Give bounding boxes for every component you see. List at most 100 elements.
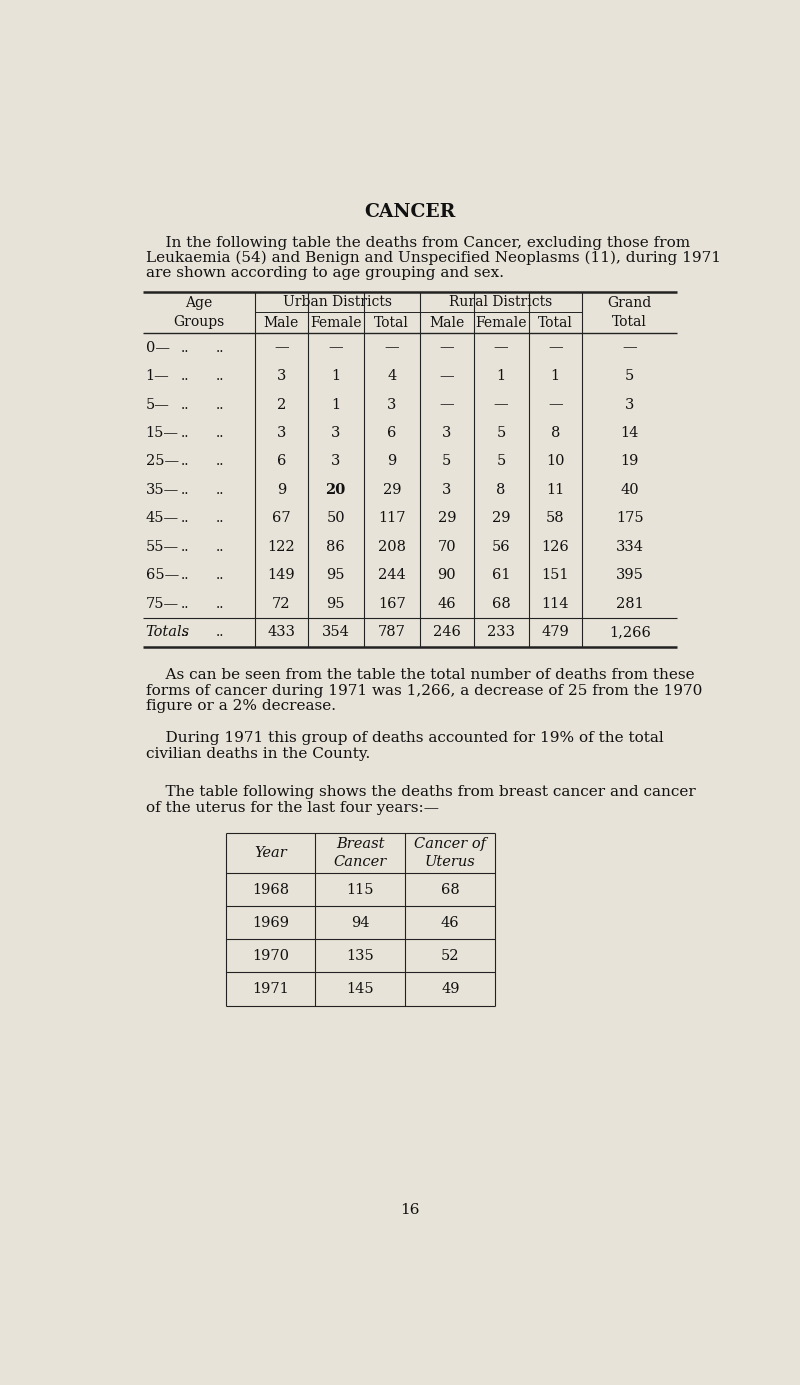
Text: ..: ..	[181, 568, 190, 583]
Text: civilian deaths in the County.: civilian deaths in the County.	[146, 747, 370, 760]
Text: ..: ..	[181, 368, 190, 384]
Text: 29: 29	[492, 511, 510, 525]
Text: 281: 281	[616, 597, 643, 611]
Text: Total: Total	[374, 316, 410, 330]
Text: 46: 46	[438, 597, 456, 611]
Text: ..: ..	[181, 454, 190, 468]
Text: 149: 149	[267, 568, 295, 583]
Text: 67: 67	[272, 511, 290, 525]
Text: 3: 3	[331, 454, 340, 468]
Text: 5: 5	[442, 454, 451, 468]
Text: 117: 117	[378, 511, 406, 525]
Text: of the uterus for the last four years:—: of the uterus for the last four years:—	[146, 801, 439, 814]
Text: ..: ..	[216, 397, 224, 411]
Text: 58: 58	[546, 511, 565, 525]
Text: 1: 1	[331, 368, 340, 384]
Text: Male: Male	[264, 316, 299, 330]
Text: 72: 72	[272, 597, 290, 611]
Text: 6: 6	[387, 427, 397, 440]
Text: 68: 68	[441, 882, 460, 896]
Text: 90: 90	[438, 568, 456, 583]
Text: During 1971 this group of deaths accounted for 19% of the total: During 1971 this group of deaths account…	[146, 731, 664, 745]
Text: —: —	[439, 397, 454, 411]
Text: 1—: 1—	[146, 368, 170, 384]
Text: Year: Year	[254, 846, 287, 860]
Text: ..: ..	[216, 540, 224, 554]
Text: Totals: Totals	[146, 626, 190, 640]
Text: CANCER: CANCER	[364, 204, 456, 222]
Text: 1969: 1969	[252, 915, 290, 929]
Text: As can be seen from the table the total number of deaths from these: As can be seen from the table the total …	[146, 668, 695, 683]
Text: 135: 135	[346, 949, 374, 963]
Text: 46: 46	[441, 915, 460, 929]
Text: 4: 4	[387, 368, 397, 384]
Text: The table following shows the deaths from breast cancer and cancer: The table following shows the deaths fro…	[146, 785, 696, 799]
Text: 433: 433	[267, 626, 295, 640]
Text: 244: 244	[378, 568, 406, 583]
Text: —: —	[494, 341, 508, 355]
Text: 86: 86	[326, 540, 345, 554]
Text: 3: 3	[331, 427, 340, 440]
Text: ..: ..	[181, 540, 190, 554]
Text: 5: 5	[497, 427, 506, 440]
Text: 5: 5	[497, 454, 506, 468]
Text: Female: Female	[475, 316, 527, 330]
Text: —: —	[622, 341, 637, 355]
Text: ..: ..	[216, 341, 224, 355]
Text: 9: 9	[387, 454, 397, 468]
Text: 6: 6	[277, 454, 286, 468]
Text: 1971: 1971	[253, 982, 290, 996]
Text: 2: 2	[277, 397, 286, 411]
Text: 3: 3	[277, 368, 286, 384]
Text: 19: 19	[621, 454, 639, 468]
Text: —: —	[385, 341, 399, 355]
Text: 5—: 5—	[146, 397, 170, 411]
Text: 75—: 75—	[146, 597, 179, 611]
Text: 1,266: 1,266	[609, 626, 650, 640]
Text: 3: 3	[442, 483, 451, 497]
Text: 0—: 0—	[146, 341, 170, 355]
Text: Age
Groups: Age Groups	[173, 296, 225, 328]
Text: 95: 95	[326, 568, 345, 583]
Text: ..: ..	[216, 368, 224, 384]
Text: —: —	[494, 397, 508, 411]
Text: 1970: 1970	[252, 949, 290, 963]
Text: ..: ..	[181, 341, 190, 355]
Text: 52: 52	[441, 949, 459, 963]
Text: —: —	[328, 341, 343, 355]
Text: 8: 8	[496, 483, 506, 497]
Text: 40: 40	[621, 483, 639, 497]
Text: 151: 151	[542, 568, 569, 583]
Text: 115: 115	[346, 882, 374, 896]
Text: 65—: 65—	[146, 568, 179, 583]
Text: Female: Female	[310, 316, 362, 330]
Text: —: —	[548, 341, 562, 355]
Text: 35—: 35—	[146, 483, 179, 497]
Text: ..: ..	[216, 597, 224, 611]
Text: —: —	[274, 341, 289, 355]
Text: 25—: 25—	[146, 454, 179, 468]
Text: 1: 1	[550, 368, 560, 384]
Text: —: —	[439, 368, 454, 384]
Text: 9: 9	[277, 483, 286, 497]
Text: 10: 10	[546, 454, 565, 468]
Text: are shown according to age grouping and sex.: are shown according to age grouping and …	[146, 266, 505, 280]
Text: figure or a 2% decrease.: figure or a 2% decrease.	[146, 699, 337, 713]
Text: 145: 145	[346, 982, 374, 996]
Text: 29: 29	[438, 511, 456, 525]
Text: Leukaemia (54) and Benign and Unspecified Neoplasms (11), during 1971: Leukaemia (54) and Benign and Unspecifie…	[146, 251, 722, 266]
Text: 45—: 45—	[146, 511, 179, 525]
Text: ..: ..	[181, 427, 190, 440]
Text: 68: 68	[492, 597, 510, 611]
Text: 126: 126	[542, 540, 569, 554]
Text: Breast
Cancer: Breast Cancer	[334, 837, 387, 870]
Text: ..: ..	[216, 568, 224, 583]
Text: 94: 94	[351, 915, 370, 929]
Text: 1968: 1968	[252, 882, 290, 896]
Text: ..: ..	[216, 483, 224, 497]
Text: 354: 354	[322, 626, 350, 640]
Text: 479: 479	[542, 626, 569, 640]
Text: ..: ..	[181, 626, 190, 640]
Text: 3: 3	[277, 427, 286, 440]
Text: In the following table the deaths from Cancer, excluding those from: In the following table the deaths from C…	[146, 235, 690, 249]
